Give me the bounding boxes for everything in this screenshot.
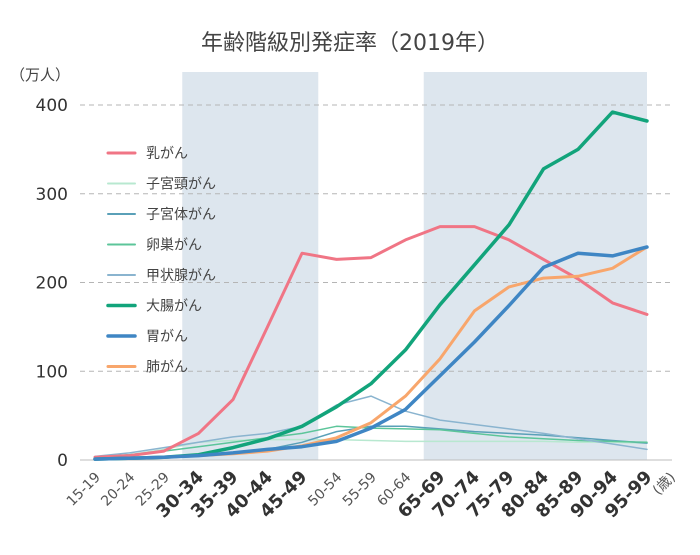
gridlines [80, 104, 672, 461]
series-line [93, 225, 649, 459]
y-tick-label: 200 [36, 274, 68, 294]
legend-label: 胃がん [146, 329, 188, 345]
x-tick-label: 20-24 [98, 469, 138, 509]
series-line [94, 395, 648, 458]
y-tick-label: 400 [36, 96, 68, 116]
legend-label: 子宮体がん [146, 207, 216, 223]
legend-label: 卵巣がん [146, 238, 202, 254]
series-lines [93, 110, 649, 461]
y-tick-label: 100 [36, 362, 68, 382]
legend-label: 大腸がん [146, 299, 202, 315]
legend-label: 子宮頸がん [146, 177, 216, 193]
y-tick-labels: 0 100 200 300 400 [36, 96, 68, 471]
shaded-band [182, 72, 319, 460]
shaded-band [423, 72, 647, 460]
y-tick-label: 300 [36, 185, 68, 205]
legend-label: 甲状腺がん [146, 268, 216, 284]
legend-label: 肺がん [146, 360, 188, 376]
x-tick-labels: 15-1920-2425-2930-3435-3940-4445-4950-54… [64, 467, 679, 523]
x-tick-label: 50-54 [305, 469, 345, 509]
legend-label: 乳がん [146, 146, 188, 162]
chart-title: 年齢階級別発症率（2019年） [201, 31, 499, 56]
series-line [93, 245, 649, 461]
y-axis-unit: （万人） [10, 66, 70, 84]
x-tick-label: 15-19 [64, 470, 104, 510]
y-tick-label: 0 [57, 451, 68, 471]
x-tick-label: 55-59 [340, 470, 380, 510]
x-axis-unit: (歳) [650, 470, 679, 499]
